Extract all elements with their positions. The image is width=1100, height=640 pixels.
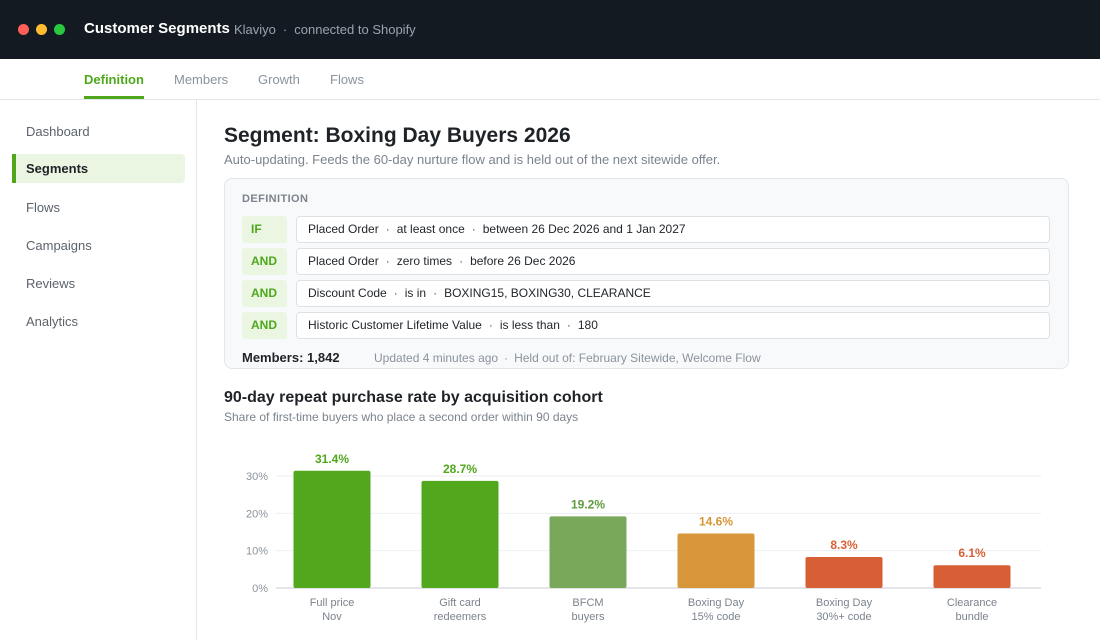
separator: · [566, 318, 571, 332]
app-context: Klaviyo · connected to Shopify [234, 22, 416, 37]
rule-row: AND Placed Order · zero times · before 26 De… [242, 248, 1050, 275]
tab-growth[interactable]: Growth [258, 72, 300, 87]
separator: · [504, 351, 509, 365]
tab-members[interactable]: Members [174, 72, 229, 87]
x-tick-label: Nov [322, 611, 342, 623]
definition-label: DEFINITION [242, 193, 309, 205]
app-name: Klaviyo [234, 22, 276, 37]
bar [933, 565, 1011, 588]
chart-title: 90-day repeat purchase rate by acquisiti… [224, 389, 603, 406]
sidebar-item-campaigns[interactable]: Campaigns [26, 238, 92, 253]
x-tick-label: 15% code [692, 611, 741, 623]
separator: · [385, 254, 390, 268]
data-label: 14.6% [699, 514, 733, 528]
sidebar-item-segments[interactable]: Segments [12, 154, 185, 183]
rule-row: AND Historic Customer Lifetime Value · is … [242, 312, 1050, 339]
sidebar-item-flows[interactable]: Flows [26, 200, 60, 215]
condition-operator: zero times [396, 254, 453, 268]
y-tick-label: 30% [246, 471, 268, 483]
app-title: Customer Segments [84, 20, 230, 37]
rule-row: IF Placed Order · at least once · between 26… [242, 216, 1050, 243]
rule-operator[interactable]: AND [242, 280, 287, 307]
rule-condition[interactable]: Discount Code · is in · BOXING15, BOXING30, … [296, 280, 1050, 307]
bar [677, 533, 755, 588]
bar [421, 480, 499, 588]
condition-value: BOXING15, BOXING30, CLEARANCE [444, 286, 651, 300]
y-tick-label: 0% [252, 583, 268, 595]
condition-metric: Historic Customer Lifetime Value [308, 318, 482, 332]
x-tick-label: Full price [310, 597, 355, 609]
page-description: Auto-updating. Feeds the 60-day nurture … [224, 152, 721, 167]
x-tick-label: Boxing Day [688, 597, 745, 609]
bar [805, 557, 883, 588]
sidebar-item-reviews[interactable]: Reviews [26, 276, 76, 291]
x-tick-label: redeemers [434, 611, 487, 623]
x-tick-label: buyers [571, 611, 605, 623]
condition-metric: Placed Order [308, 222, 379, 236]
rule-row: AND Discount Code · is in · BOXING15, BOXING… [242, 280, 1050, 307]
x-tick-label: 30%+ code [816, 611, 871, 623]
data-label: 6.1% [958, 546, 986, 560]
bar [549, 516, 627, 588]
separator: · [488, 318, 493, 332]
repeat-rate-bar-chart: 0% 10% 20% 30% 31.4% Full price Nov 28.7% Gift c… [246, 452, 1041, 623]
sidebar-item-analytics[interactable]: Analytics [26, 314, 79, 329]
y-tick-label: 10% [246, 546, 268, 558]
data-label: 8.3% [830, 538, 858, 552]
chart-subtitle: Share of first-time buyers who place a s… [224, 410, 579, 424]
y-tick-label: 20% [246, 508, 268, 520]
bar [293, 470, 371, 588]
x-tick-label: BFCM [572, 597, 603, 609]
condition-metric: Discount Code [308, 286, 387, 300]
sidebar-item-dashboard[interactable]: Dashboard [26, 124, 90, 139]
separator: · [282, 22, 288, 37]
rule-operator[interactable]: AND [242, 312, 287, 339]
segment-meta: Updated 4 minutes ago · Held out of: Febru… [374, 351, 761, 365]
data-label: 28.7% [443, 462, 477, 476]
minimize-window-button[interactable] [36, 24, 47, 35]
separator: · [393, 286, 398, 300]
rule-operator[interactable]: AND [242, 248, 287, 275]
tab-flows[interactable]: Flows [330, 72, 364, 87]
condition-value: before 26 Dec 2026 [470, 254, 576, 268]
separator: · [459, 254, 464, 268]
condition-metric: Placed Order [308, 254, 379, 268]
data-label: 31.4% [315, 452, 349, 466]
page-title: Segment: Boxing Day Buyers 2026 [224, 124, 571, 147]
condition-operator: is in [404, 286, 427, 300]
separator: · [385, 222, 390, 236]
rule-condition[interactable]: Placed Order · zero times · before 26 Dec 20… [296, 248, 1050, 275]
updated-timestamp: Updated 4 minutes ago [374, 351, 499, 365]
condition-value: 180 [577, 318, 598, 332]
rule-operator[interactable]: IF [242, 216, 287, 243]
main-content: Segment: Boxing Day Buyers 2026 Auto-upd… [198, 100, 1100, 640]
sidebar: Dashboard Segments Flows Campaigns Revie… [0, 100, 197, 640]
separator: · [433, 286, 438, 300]
condition-operator: at least once [396, 222, 465, 236]
separator: · [471, 222, 476, 236]
held-out-list: Held out of: February Sitewide, Welcome … [514, 351, 761, 365]
members-count: Members: 1,842 [242, 350, 340, 365]
tab-bar: Definition Members Growth Flows [0, 59, 1100, 100]
maximize-window-button[interactable] [54, 24, 65, 35]
x-tick-label: Gift card [439, 597, 481, 609]
condition-operator: is less than [499, 318, 560, 332]
x-tick-label: bundle [955, 611, 988, 623]
connection-status: connected to Shopify [294, 22, 416, 37]
condition-value: between 26 Dec 2026 and 1 Jan 2027 [482, 222, 686, 236]
definition-card: DEFINITION IF Placed Order · at least once… [224, 178, 1069, 369]
rule-condition[interactable]: Placed Order · at least once · between 26 De… [296, 216, 1050, 243]
close-window-button[interactable] [18, 24, 29, 35]
x-tick-label: Boxing Day [816, 597, 873, 609]
rule-condition[interactable]: Historic Customer Lifetime Value · is less… [296, 312, 1050, 339]
tab-definition[interactable]: Definition [84, 72, 144, 99]
data-label: 19.2% [571, 497, 605, 511]
x-tick-label: Clearance [947, 597, 997, 609]
title-bar: Customer Segments Klaviyo · connected to S… [0, 0, 1100, 59]
